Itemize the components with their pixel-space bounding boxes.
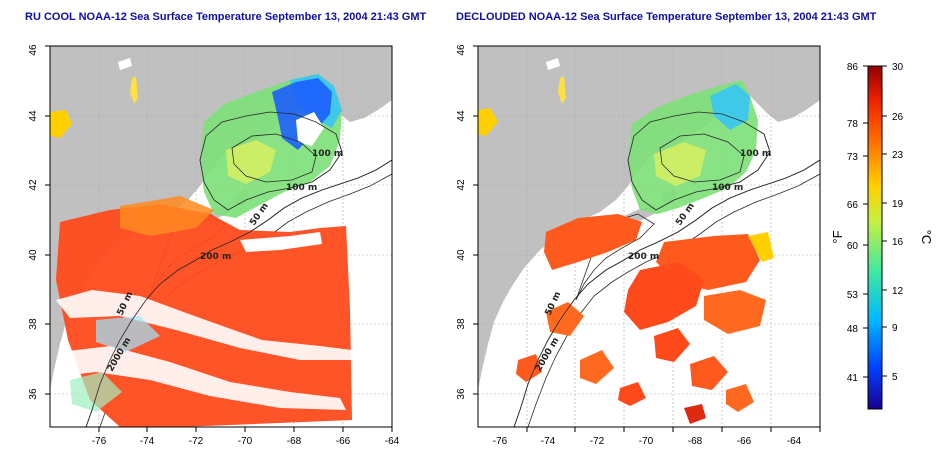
fahrenheit-tick-label: 48 <box>847 324 859 335</box>
fahrenheit-tick-label: 73 <box>847 152 859 163</box>
lon-tick-label: -70 <box>238 436 253 447</box>
right-lat-labels: 36 38 40 42 44 46 <box>456 44 467 400</box>
lat-tick-label: 44 <box>456 110 467 122</box>
left-lon-labels: -76 -74 -72 -70 -68 -66 -64 <box>92 436 400 447</box>
left-map-title: RU COOL NOAA-12 Sea Surface Temperature … <box>25 11 427 23</box>
lon-tick-label: -68 <box>688 436 703 447</box>
lat-tick-label: 40 <box>28 249 39 261</box>
lat-tick-label: 36 <box>28 388 39 400</box>
lat-tick-label: 40 <box>456 249 467 261</box>
lon-tick-label: -66 <box>336 436 351 447</box>
fahrenheit-tick-label: 60 <box>847 241 859 252</box>
lon-tick-label: -70 <box>639 436 654 447</box>
right-map-title: DECLOUDED NOAA-12 Sea Surface Temperatur… <box>456 11 877 23</box>
lon-tick-label: -76 <box>92 436 107 447</box>
left-depth-label: 100 m <box>312 149 343 159</box>
right-depth-label: 200 m <box>628 252 659 262</box>
celsius-tick-label: 16 <box>892 237 904 248</box>
left-depth-label: 100 m <box>286 183 317 193</box>
celsius-tick-label: 23 <box>892 150 904 161</box>
right-axes <box>473 45 821 432</box>
left-sst-cold-patch <box>272 78 332 150</box>
fahrenheit-tick-label: 78 <box>847 119 859 130</box>
lon-tick-label: -76 <box>493 436 508 447</box>
right-map-panel: 100 m 100 m 50 m 200 m 50 m 2000 m <box>477 45 821 428</box>
right-sst-warm-patch <box>544 214 642 270</box>
lat-tick-label: 46 <box>28 44 39 56</box>
lat-tick-label: 46 <box>456 44 467 56</box>
lon-tick-label: -64 <box>787 436 802 447</box>
fahrenheit-tick-label: 86 <box>847 62 859 73</box>
celsius-unit-label: °C <box>919 230 934 245</box>
lon-tick-label: -72 <box>189 436 204 447</box>
right-depth-label: 100 m <box>712 183 743 193</box>
lat-tick-label: 42 <box>28 179 39 191</box>
lon-tick-label: -64 <box>385 436 400 447</box>
lon-tick-label: -74 <box>541 436 556 447</box>
lat-tick-label: 38 <box>28 318 39 330</box>
right-lon-labels: -76 -74 -72 -70 -68 -66 -64 <box>493 436 802 447</box>
left-map-panel: 100 m 100 m 50 m 200 m 50 m 2000 m <box>49 45 393 428</box>
lon-tick-label: -72 <box>590 436 605 447</box>
lon-tick-label: -74 <box>140 436 155 447</box>
celsius-tick-label: 30 <box>892 62 904 73</box>
fahrenheit-tick-label: 53 <box>847 290 859 301</box>
celsius-tick-label: 9 <box>892 323 898 334</box>
fahrenheit-tick-label: 41 <box>847 373 859 384</box>
celsius-tick-label: 19 <box>892 199 904 210</box>
fahrenheit-unit-label: °F <box>830 230 845 243</box>
lat-tick-label: 44 <box>28 110 39 122</box>
right-depth-label: 100 m <box>740 149 771 159</box>
left-axes <box>45 45 393 432</box>
lon-tick-label: -66 <box>737 436 752 447</box>
temperature-colorbar: 86 78 73 66 60 53 48 41 30 26 23 19 16 1… <box>830 62 934 410</box>
celsius-tick-label: 5 <box>892 372 898 383</box>
lat-tick-label: 42 <box>456 179 467 191</box>
lat-tick-label: 38 <box>456 318 467 330</box>
left-lat-labels: 36 38 40 42 44 46 <box>28 44 39 400</box>
left-depth-label: 200 m <box>200 252 231 262</box>
lat-tick-label: 36 <box>456 388 467 400</box>
lon-tick-label: -68 <box>287 436 302 447</box>
fahrenheit-tick-label: 66 <box>847 200 859 211</box>
celsius-tick-label: 26 <box>892 112 904 123</box>
celsius-tick-label: 12 <box>892 286 904 297</box>
